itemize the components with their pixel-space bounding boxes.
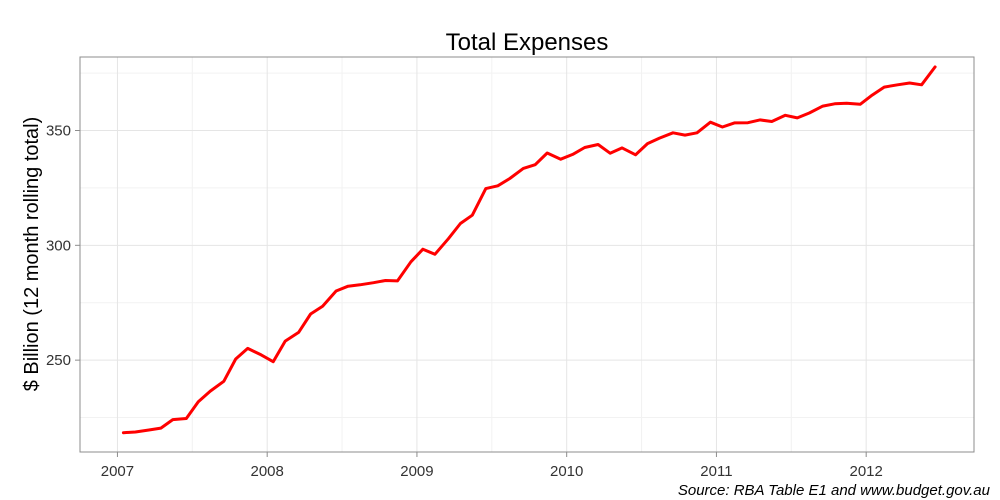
plot-area [80,57,974,452]
series-layer [121,65,937,435]
chart-title: Total Expenses [446,29,609,56]
axis-ticks: 2007 2008 2009 2010 2011 2012 250 300 350 [46,122,883,480]
x-tick-label: 2007 [101,463,134,480]
source-note: Source: RBA Table E1 and www.budget.gov.… [678,482,991,499]
series-line [121,65,937,435]
grid [80,57,974,452]
x-tick-label: 2010 [550,463,583,480]
y-tick-label: 250 [46,352,71,369]
y-tick-label: 350 [46,122,71,139]
plot-border [79,56,975,453]
y-tick-label: 300 [46,237,71,254]
y-axis-label: $ Billion (12 month rolling total) [21,117,43,392]
x-tick-label: 2008 [250,463,283,480]
x-tick-label: 2009 [400,463,433,480]
x-tick-label: 2011 [700,463,732,480]
x-tick-label: 2012 [849,463,882,480]
